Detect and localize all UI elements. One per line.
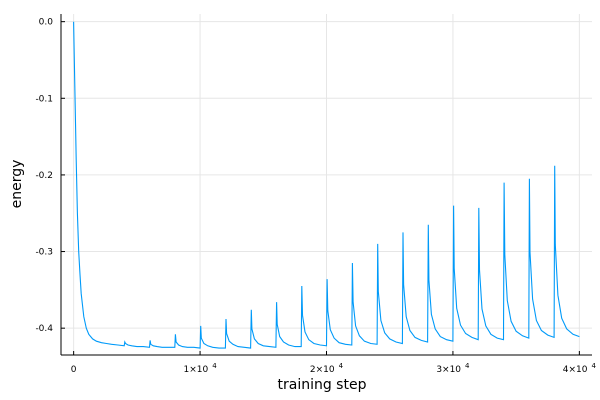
x-tick-label: 4×10 4 xyxy=(563,362,597,375)
x-tick-label: 1×10 4 xyxy=(183,362,217,375)
x-axis-label: training step xyxy=(278,377,367,393)
y-tick-label: 0.0 xyxy=(39,18,54,28)
y-axis-label: energy xyxy=(9,160,25,209)
x-tick-label: 0 xyxy=(71,365,77,375)
ticks: 0 1×10 4 2×10 4 3×10 4 4×10 4 0.0 -0.1 -0.2 -0.3 -0.4 xyxy=(35,18,596,375)
energy-series-line xyxy=(73,21,580,349)
series-layer xyxy=(73,21,580,349)
y-tick-label: -0.3 xyxy=(35,248,53,258)
y-tick-label: -0.4 xyxy=(35,324,53,334)
y-tick-label: -0.2 xyxy=(35,171,53,181)
x-tick-label: 2×10 4 xyxy=(310,362,344,375)
y-tick-label: -0.1 xyxy=(35,94,53,104)
x-tick-label: 3×10 4 xyxy=(436,362,470,375)
